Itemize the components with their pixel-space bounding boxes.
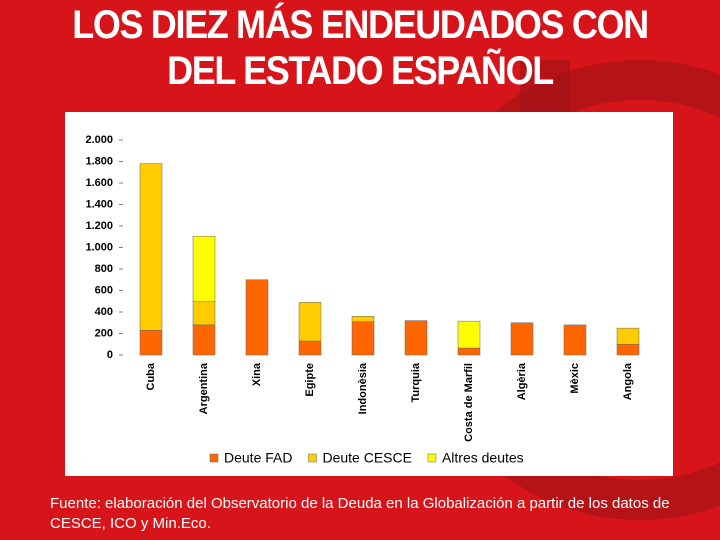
y-tick-label: 600 [95, 284, 113, 296]
x-tick-label: Indonèsia [357, 362, 369, 414]
bar-segment [298, 302, 322, 342]
bar-segment [404, 320, 428, 356]
legend-swatch [308, 453, 317, 463]
bar-segment [139, 330, 163, 356]
x-tick-label: Cuba [145, 362, 157, 390]
source-note: Fuente: elaboración del Observatorio de … [50, 495, 670, 532]
x-tick-label: Costa de Marfil [463, 363, 475, 442]
bar-segment [616, 327, 640, 345]
bar-segment [139, 163, 163, 331]
y-tick-label: 1.600 [85, 177, 113, 189]
x-tick-label: Mèxic [569, 363, 581, 394]
legend-label: Altres deutes [442, 450, 524, 466]
chart: 0 200 400 600 800 1.000 1.200 1.400 1.600 1.800 2.… [85, 134, 640, 466]
y-tick-label: 400 [95, 306, 113, 318]
bar-segment [351, 321, 375, 356]
bar-segment [192, 324, 216, 356]
bar-segment [298, 340, 322, 356]
bar-segment [457, 347, 481, 356]
y-tick-label: 800 [95, 263, 113, 275]
chart-panel: 0 200 400 600 800 1.000 1.200 1.400 1.600 1.800 2.… [65, 112, 673, 476]
x-tick-label: Xina [251, 362, 263, 386]
y-tick-label: 1.000 [85, 241, 113, 253]
y-tick-label: 200 [95, 327, 113, 339]
y-tick-label: 0 [107, 349, 113, 361]
y-tick-label: 2.000 [85, 134, 113, 146]
slide-title: LOS DIEZ MÁS ENDEUDADOS CON DEL ESTADO E… [72, 3, 649, 93]
bar-segment [563, 324, 587, 356]
x-tick-label: Angola [622, 362, 634, 400]
bar-segment [510, 322, 534, 356]
legend-label: Deute CESCE [322, 450, 411, 466]
bar-segment [351, 316, 375, 322]
bar-segment [616, 344, 640, 356]
x-tick-label: Egipte [304, 363, 316, 397]
legend-swatch [209, 453, 219, 463]
bar-segment [457, 320, 481, 349]
x-tick-label: Turquia [410, 362, 422, 402]
legend-swatch [427, 453, 437, 463]
bar-segment [245, 279, 269, 356]
y-tick-label: 1.400 [85, 198, 113, 210]
bar-segment [192, 235, 216, 303]
y-tick-label: 1.200 [85, 220, 113, 232]
x-tick-label: Argentina [198, 362, 210, 414]
legend-label: Deute FAD [224, 450, 292, 466]
y-tick-label: 1.800 [85, 155, 113, 167]
bar-segment [192, 301, 216, 326]
x-tick-label: Algèria [516, 362, 528, 400]
